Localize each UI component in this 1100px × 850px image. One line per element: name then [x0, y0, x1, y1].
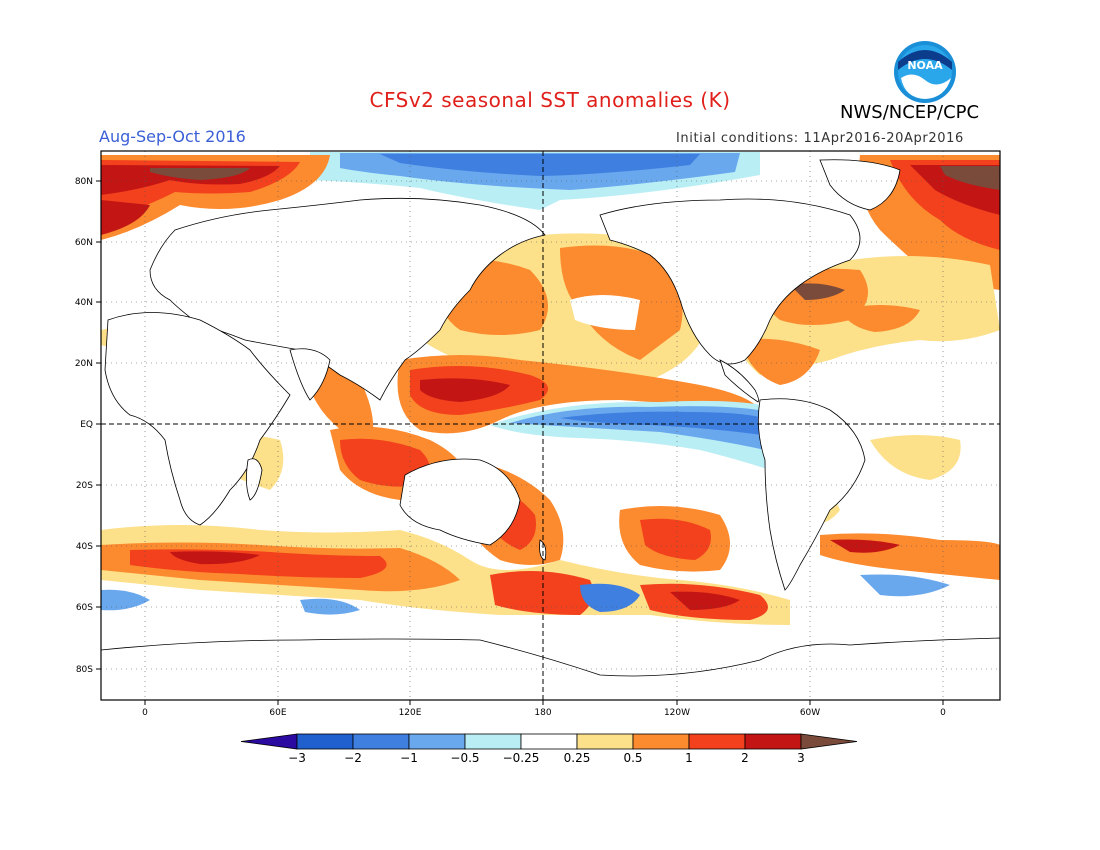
colorbar-low-arrow: [240, 733, 298, 750]
lat-label: 60S: [76, 603, 93, 613]
lat-label: 20N: [75, 359, 93, 369]
colorbar-labels: −3 −2 −1 −0.5 −0.25 0.25 0.5 1 2 3: [288, 751, 805, 765]
colorbar-label: 3: [797, 751, 805, 765]
colorbar-swatch: [352, 733, 410, 750]
lon-label: 120W: [664, 708, 690, 718]
colorbar-swatch: [632, 733, 690, 750]
lon-label: 60E: [269, 708, 286, 718]
noaa-logo: NOAA: [894, 41, 956, 103]
colorbar-swatch: [296, 733, 354, 750]
colorbar-label: 0.5: [623, 751, 642, 765]
coastlines: [101, 159, 1000, 700]
lon-label: 180: [534, 708, 551, 718]
colorbar-label: −2: [344, 751, 362, 765]
colorbar-label: 0.25: [564, 751, 591, 765]
lat-label: 80S: [76, 665, 93, 675]
colorbar-swatch: [576, 733, 634, 750]
colorbar-swatch: [744, 733, 802, 750]
lon-label: 0: [142, 708, 148, 718]
lon-label: 0: [940, 708, 946, 718]
anomaly-field: [101, 151, 1000, 700]
colorbar-label: 1: [685, 751, 693, 765]
colorbar-swatch: [520, 733, 578, 750]
agency-label: NWS/NCEP/CPC: [840, 102, 980, 123]
colorbar-swatch: [688, 733, 746, 750]
lat-label: 60N: [75, 238, 93, 248]
colorbar-swatch: [408, 733, 466, 750]
lat-label: 40S: [76, 542, 93, 552]
noaa-logo-text: NOAA: [907, 59, 943, 72]
colorbar: −3 −2 −1 −0.5 −0.25 0.25 0.5 1 2 3: [240, 733, 858, 765]
colorbar-label: 2: [741, 751, 749, 765]
map-title: CFSv2 seasonal SST anomalies (K): [369, 88, 731, 112]
lat-label: 40N: [75, 298, 93, 308]
colorbar-label: −0.5: [450, 751, 479, 765]
colorbar-swatch: [464, 733, 522, 750]
colorbar-high-arrow: [800, 733, 858, 750]
lat-label: 80N: [75, 177, 93, 187]
lon-label: 120E: [399, 708, 422, 718]
colorbar-swatches: [240, 733, 858, 750]
lat-label: 20S: [76, 481, 93, 491]
lon-label: 60W: [800, 708, 820, 718]
lat-label: EQ: [80, 420, 93, 430]
season-label: Aug-Sep-Oct 2016: [99, 127, 246, 146]
colorbar-label: −1: [400, 751, 418, 765]
lon-axis: [144, 700, 944, 705]
initial-conditions-label: Initial conditions: 11Apr2016-20Apr2016: [676, 131, 964, 146]
colorbar-label: −3: [288, 751, 306, 765]
map-frame: [100, 150, 1001, 701]
colorbar-label: −0.25: [503, 751, 540, 765]
lat-axis: [96, 180, 101, 670]
